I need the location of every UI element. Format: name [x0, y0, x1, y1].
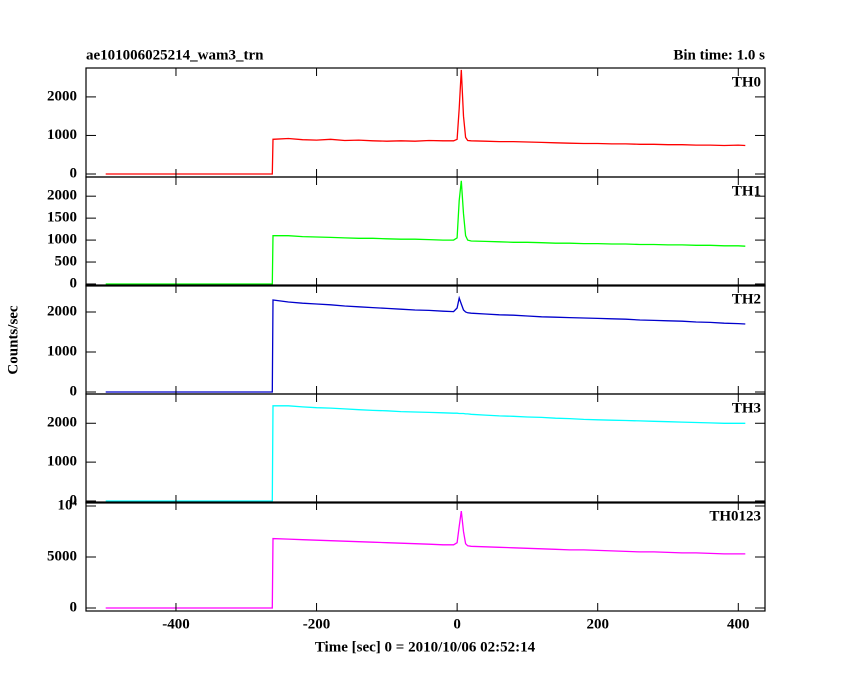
y-tick-label: 0 [70, 599, 78, 615]
x-axis-label: Time [sec] 0 = 2010/10/06 02:52:14 [315, 639, 536, 655]
y-tick-label: 0 [70, 492, 78, 508]
panel-label: TH2 [732, 291, 761, 307]
y-tick-label: 2000 [47, 415, 77, 431]
x-tick-label: -200 [303, 616, 331, 632]
y-tick-label: 0 [70, 275, 78, 291]
y-tick-label: 2000 [47, 188, 77, 204]
y-tick-label: 1000 [47, 343, 77, 359]
panel-label: TH3 [732, 400, 761, 416]
panel-label: TH0123 [709, 508, 761, 524]
y-tick-label: 0 [70, 165, 78, 181]
y-tick-label: 500 [55, 253, 78, 269]
light-curve [105, 295, 746, 393]
y-axis-label: Counts/sec [5, 305, 21, 375]
y-tick-label: 2000 [47, 303, 77, 319]
y-tick-label: 1000 [47, 127, 77, 143]
light-curve [105, 511, 746, 609]
y-tick-label: 10⁴ [58, 497, 78, 513]
panel-frame [85, 67, 766, 178]
light-curve [105, 69, 746, 175]
y-tick-label: 1500 [47, 210, 77, 226]
x-tick-label: 0 [453, 616, 461, 632]
panel-frame [85, 501, 766, 612]
y-tick-label: 1000 [47, 454, 77, 470]
chart-title: ae101006025214_wam3_trn [86, 47, 264, 63]
panel-frame [85, 176, 766, 287]
y-tick-label: 5000 [47, 548, 77, 564]
panel-frame [85, 393, 766, 504]
y-tick-label: 1000 [47, 232, 77, 248]
panel-frame [85, 284, 766, 395]
x-tick-label: -400 [162, 616, 190, 632]
y-tick-label: 0 [70, 383, 78, 399]
bin-time: Bin time: 1.0 s [673, 47, 765, 63]
light-curve [105, 405, 746, 502]
y-tick-label: 2000 [47, 88, 77, 104]
x-tick-label: 400 [727, 616, 750, 632]
panel-label: TH1 [732, 183, 761, 199]
x-tick-label: 200 [586, 616, 609, 632]
panel-label: TH0 [732, 74, 761, 90]
light-curve [105, 180, 746, 285]
